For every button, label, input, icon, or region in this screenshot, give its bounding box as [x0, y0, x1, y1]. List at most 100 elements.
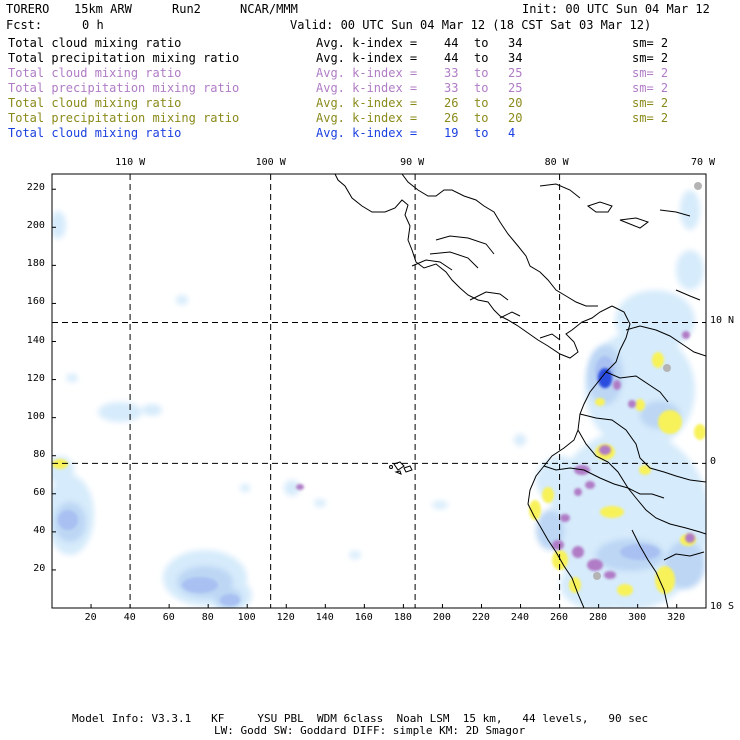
legend-field: Total precipitation mixing ratio [8, 51, 240, 65]
y-tick-label: 200 [26, 220, 45, 232]
longitude-label: 90 W [400, 157, 425, 168]
legend-field: Total precipitation mixing ratio [8, 81, 240, 95]
x-tick-label: 20 [84, 612, 97, 623]
precip-gray-layer [593, 182, 702, 580]
cloud-dark-layer [58, 356, 660, 606]
legend-from: 19 [444, 126, 459, 140]
latitude-label: 0 [710, 456, 717, 468]
x-tick-label: 280 [589, 612, 608, 623]
legend-to-word: to [474, 111, 489, 125]
axis-ticks [52, 188, 678, 608]
x-tick-label: 140 [315, 612, 334, 623]
x-tick-label: 220 [471, 612, 490, 623]
longitude-label: 80 W [544, 157, 569, 168]
y-tick-label: 100 [26, 410, 45, 422]
x-tick-label: 240 [510, 612, 529, 623]
legend-stat: Avg. k-index = [316, 96, 418, 110]
x-tick-label: 260 [549, 612, 569, 623]
legend-sm: sm= 2 [632, 51, 669, 65]
legend-to: 20 [508, 96, 523, 110]
x-tick-label: 40 [123, 612, 136, 623]
legend-from: 44 [444, 51, 459, 65]
y-tick-label: 120 [26, 372, 45, 384]
legend-from: 26 [444, 96, 459, 110]
legend-row: Total cloud mixing ratio Avg. k-index = 33… [8, 66, 728, 81]
legend-to: 34 [508, 36, 523, 50]
legend-stat: Avg. k-index = [316, 36, 418, 50]
legend-to-word: to [474, 36, 489, 50]
legend-sm: sm= 2 [632, 111, 669, 125]
org-label: NCAR/MMM [240, 2, 298, 16]
x-tick-label: 60 [162, 612, 175, 623]
legend-sm: sm= 2 [632, 66, 669, 80]
x-tick-label: 80 [201, 612, 214, 623]
legend-stat: Avg. k-index = [316, 51, 418, 65]
legend-to-word: to [474, 126, 489, 140]
legend-to-word: to [474, 66, 489, 80]
legend-sm: sm= 2 [632, 36, 669, 50]
legend-to: 34 [508, 51, 523, 65]
legend-row: Total cloud mixing ratio Avg. k-index = 44… [8, 36, 728, 51]
legend-from: 33 [444, 81, 459, 95]
legend-field: Total precipitation mixing ratio [8, 111, 240, 125]
y-tick-label: 180 [26, 258, 45, 270]
legend-to: 4 [508, 126, 516, 140]
model-name: TORERO [6, 2, 50, 16]
x-tick-label: 100 [237, 612, 256, 623]
legend-stat: Avg. k-index = [316, 66, 418, 80]
precip-yellow-layer [52, 352, 706, 596]
legend-row: Total cloud mixing ratio Avg. k-index = 19… [8, 126, 728, 141]
model-resolution: 15km ARW [74, 2, 132, 16]
y-tick-label: 40 [33, 524, 46, 536]
legend-sm: sm= 2 [632, 81, 669, 95]
longitude-label: 70 W [691, 157, 716, 168]
legend-to-word: to [474, 51, 489, 65]
legend-field: Total cloud mixing ratio [8, 66, 182, 80]
legend-row: Total cloud mixing ratio Avg. k-index = 26… [8, 96, 728, 111]
precip-purple-layer [296, 331, 695, 579]
y-tick-label: 20 [33, 562, 46, 574]
y-tick-label: 140 [26, 334, 45, 346]
x-tick-label: 300 [628, 612, 647, 623]
legend-sm: sm= 2 [632, 96, 669, 110]
legend-to: 25 [508, 66, 523, 80]
plot-frame [51, 173, 707, 609]
x-tick-label: 120 [276, 612, 295, 623]
forecast-label: Fcst: [6, 18, 43, 32]
legend-row: Total precipitation mixing ratio Avg. k-i… [8, 111, 728, 126]
legend-field: Total cloud mixing ratio [8, 36, 182, 50]
y-tick-label: 220 [26, 182, 45, 194]
legend-row: Total precipitation mixing ratio Avg. k-i… [8, 81, 728, 96]
x-tick-label: 160 [354, 612, 373, 623]
legend-from: 26 [444, 111, 459, 125]
cloud-deep-layer [598, 368, 612, 388]
x-tick-label: 180 [393, 612, 412, 623]
run-label: Run2 [172, 2, 201, 16]
lat-lon-grid [52, 174, 706, 608]
coastlines [334, 174, 706, 608]
y-tick-label: 60 [33, 486, 46, 498]
model-physics-line: LW: Godd SW: Goddard DIFF: simple KM: 2D… [214, 724, 526, 737]
valid-time: Valid: 00 UTC Sun 04 Mar 12 (18 CST Sat … [290, 18, 652, 32]
latitude-label: 10 N [710, 315, 735, 327]
legend-stat: Avg. k-index = [316, 111, 418, 125]
legend-to-word: to [474, 96, 489, 110]
legend-from: 44 [444, 36, 459, 50]
legend-to-word: to [474, 81, 489, 95]
legend-to: 25 [508, 81, 523, 95]
legend-from: 33 [444, 66, 459, 80]
cloud-field [52, 174, 706, 608]
init-time: Init: 00 UTC Sun 04 Mar 12 [522, 2, 710, 16]
legend-stat: Avg. k-index = [316, 81, 418, 95]
model-info-line: Model Info: V3.3.1 KF YSU PBL WDM 6class… [72, 712, 649, 725]
y-tick-label: 80 [33, 448, 46, 460]
legend-field: Total cloud mixing ratio [8, 126, 182, 140]
longitude-label: 110 W [115, 157, 146, 168]
legend-to: 20 [508, 111, 523, 125]
x-tick-label: 320 [667, 612, 686, 623]
legend-stat: Avg. k-index = [316, 126, 418, 140]
y-tick-label: 160 [26, 296, 45, 308]
legend-row: Total precipitation mixing ratio Avg. k-i… [8, 51, 728, 66]
legend-field: Total cloud mixing ratio [8, 96, 182, 110]
